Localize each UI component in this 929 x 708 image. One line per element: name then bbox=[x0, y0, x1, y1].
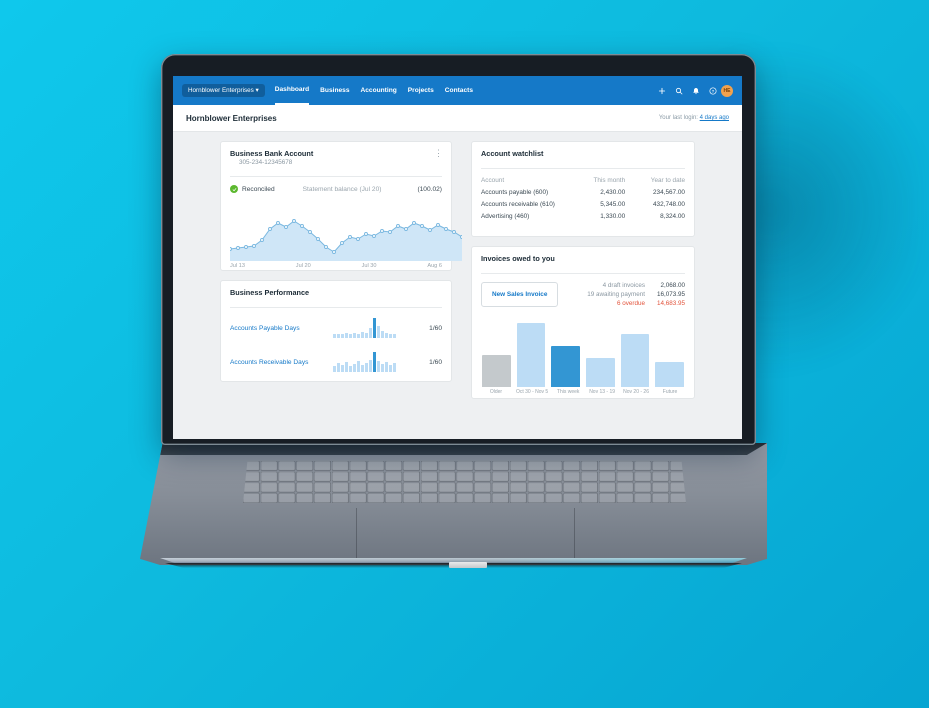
svg-text:?: ? bbox=[712, 88, 715, 93]
